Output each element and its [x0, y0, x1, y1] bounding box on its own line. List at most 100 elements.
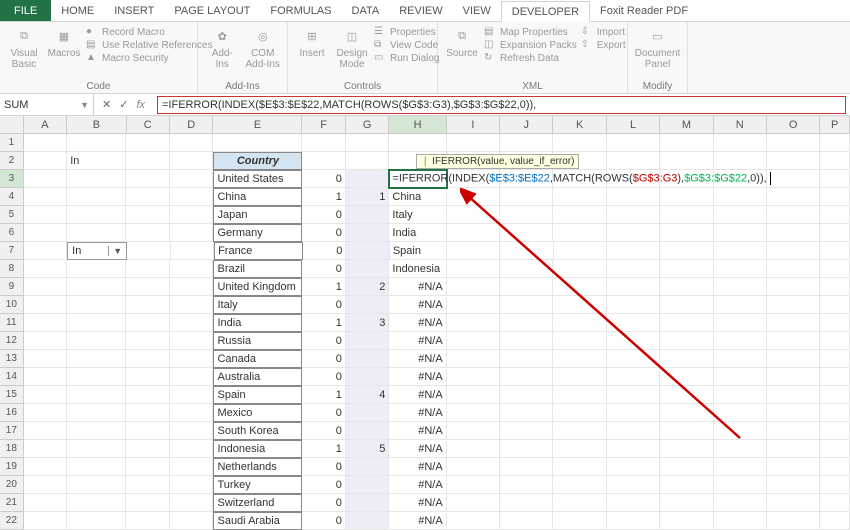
cell[interactable]: [660, 512, 713, 530]
cell[interactable]: In: [67, 152, 126, 170]
cell[interactable]: [170, 368, 214, 386]
cell[interactable]: France: [214, 242, 303, 260]
cell[interactable]: 3: [346, 314, 390, 332]
cell[interactable]: [67, 260, 126, 278]
cell[interactable]: 0: [302, 458, 346, 476]
cell[interactable]: [346, 206, 390, 224]
row-header[interactable]: 20: [0, 476, 24, 494]
cell[interactable]: #N/A: [389, 332, 446, 350]
cell[interactable]: India: [213, 314, 302, 332]
enter-formula-button[interactable]: ✓: [119, 98, 128, 111]
cell[interactable]: Indonesia: [213, 440, 302, 458]
cell[interactable]: [170, 458, 214, 476]
cell[interactable]: [714, 512, 767, 530]
cell[interactable]: [714, 386, 767, 404]
cell[interactable]: [346, 152, 390, 170]
cell[interactable]: [767, 314, 820, 332]
cell[interactable]: [767, 224, 820, 242]
cell[interactable]: [447, 386, 500, 404]
cell[interactable]: [500, 206, 553, 224]
cell[interactable]: [447, 512, 500, 530]
cell[interactable]: United States: [213, 170, 302, 188]
cell[interactable]: [447, 278, 500, 296]
cell[interactable]: 0: [302, 368, 346, 386]
cell[interactable]: [24, 368, 68, 386]
cell[interactable]: [170, 260, 214, 278]
cell[interactable]: [170, 296, 214, 314]
cell[interactable]: [607, 206, 660, 224]
cell[interactable]: [660, 368, 713, 386]
cell[interactable]: [346, 494, 390, 512]
cell[interactable]: [500, 332, 553, 350]
cell[interactable]: [660, 404, 713, 422]
cell[interactable]: [820, 494, 850, 512]
cell[interactable]: [67, 368, 126, 386]
cell[interactable]: 0: [303, 242, 346, 260]
cell[interactable]: [660, 314, 713, 332]
cell[interactable]: [553, 206, 606, 224]
cell[interactable]: #N/A: [389, 494, 446, 512]
cell[interactable]: [500, 440, 553, 458]
cell[interactable]: [767, 422, 820, 440]
cell[interactable]: [302, 152, 346, 170]
cell[interactable]: [820, 404, 850, 422]
cell[interactable]: [346, 350, 390, 368]
cell[interactable]: [447, 296, 500, 314]
cell[interactable]: #N/A: [389, 440, 446, 458]
cell[interactable]: [24, 134, 68, 152]
cell[interactable]: [67, 188, 126, 206]
cell[interactable]: [447, 224, 500, 242]
cell[interactable]: [714, 224, 767, 242]
cell[interactable]: [767, 134, 820, 152]
cell[interactable]: [67, 404, 126, 422]
row-header[interactable]: 6: [0, 224, 24, 242]
cell[interactable]: [553, 422, 606, 440]
cell[interactable]: [126, 170, 170, 188]
cell[interactable]: [607, 152, 660, 170]
cell[interactable]: [714, 134, 767, 152]
cell[interactable]: [346, 224, 390, 242]
formula-bar-input[interactable]: =IFERROR(INDEX($E$3:$E$22,MATCH(ROWS($G$…: [157, 96, 846, 114]
cell[interactable]: [767, 476, 820, 494]
cell[interactable]: [767, 512, 820, 530]
cell[interactable]: [500, 296, 553, 314]
row-header[interactable]: 17: [0, 422, 24, 440]
cell[interactable]: [447, 368, 500, 386]
row-header[interactable]: 12: [0, 332, 24, 350]
cell[interactable]: [553, 350, 606, 368]
cell[interactable]: [714, 368, 767, 386]
cell[interactable]: [126, 386, 170, 404]
cell[interactable]: [126, 494, 170, 512]
cell[interactable]: [820, 368, 850, 386]
cell[interactable]: [24, 314, 68, 332]
cell[interactable]: Indonesia: [389, 260, 446, 278]
cell[interactable]: [714, 494, 767, 512]
cell[interactable]: [346, 476, 390, 494]
cell[interactable]: [820, 350, 850, 368]
cell[interactable]: [820, 242, 850, 260]
cell[interactable]: South Korea: [213, 422, 302, 440]
cell[interactable]: Switzerland: [213, 494, 302, 512]
cell[interactable]: [714, 440, 767, 458]
cell[interactable]: [126, 512, 170, 530]
cell[interactable]: [500, 476, 553, 494]
cell[interactable]: [767, 296, 820, 314]
tab-page-layout[interactable]: PAGE LAYOUT: [164, 0, 260, 21]
tab-home[interactable]: HOME: [51, 0, 104, 21]
cell[interactable]: 0: [302, 404, 346, 422]
cell[interactable]: [767, 278, 820, 296]
cell[interactable]: [170, 422, 214, 440]
cell[interactable]: [767, 368, 820, 386]
cell[interactable]: [447, 476, 500, 494]
cell[interactable]: [820, 422, 850, 440]
cell[interactable]: 1: [302, 386, 346, 404]
cell[interactable]: [24, 206, 68, 224]
macro-security-button[interactable]: ▲Macro Security: [86, 52, 213, 64]
column-header[interactable]: G: [346, 116, 389, 133]
row-header[interactable]: 13: [0, 350, 24, 368]
select-all-corner[interactable]: [0, 116, 24, 133]
row-header[interactable]: 21: [0, 494, 24, 512]
column-header[interactable]: P: [820, 116, 850, 133]
cell[interactable]: [714, 350, 767, 368]
cell[interactable]: [126, 476, 170, 494]
